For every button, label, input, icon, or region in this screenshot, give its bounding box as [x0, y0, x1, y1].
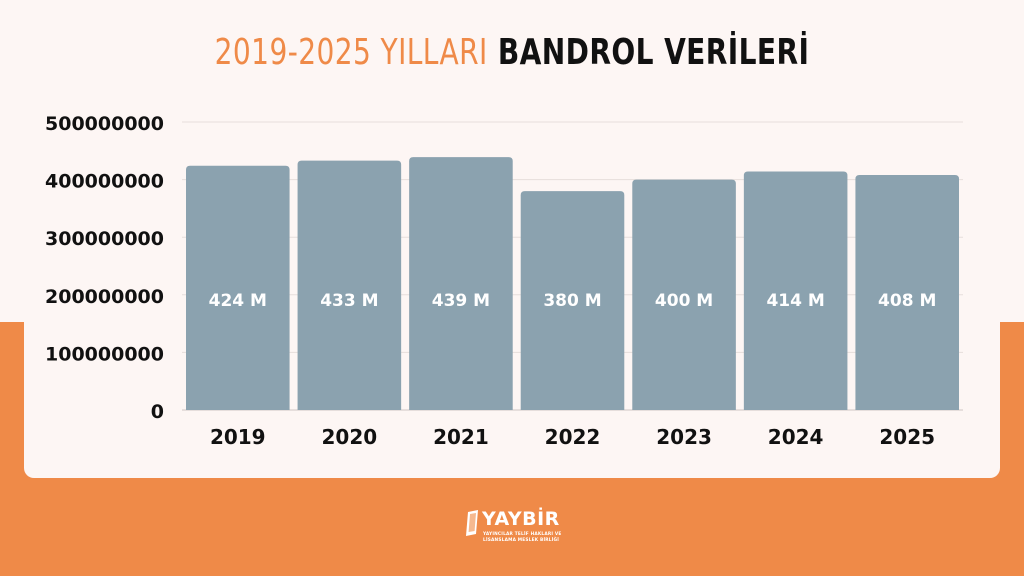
y-axis-tick-labels: 0 100000000 200000000 300000000 400000000 500…: [45, 113, 164, 423]
x-axis-tick-labels: 2019 2020 2021 2022 2023 2024 2025: [210, 425, 935, 449]
bar-data-labels: 424 M 433 M 439 M 380 M 400 M 414 M 408 M: [209, 291, 937, 311]
x-tick-label: 2023: [656, 425, 712, 449]
logo-subtitle: YAYINCILAR TELİF HAKLARI VE LİSANSLAMA M…: [483, 532, 562, 543]
x-tick-label: 2022: [545, 425, 601, 449]
x-tick-label: 2021: [433, 425, 489, 449]
bar-data-label: 439 M: [432, 291, 490, 311]
bar-2023: [632, 179, 736, 410]
bar-data-label: 414 M: [766, 291, 824, 311]
y-tick-label: 300000000: [45, 228, 164, 250]
book-logo-icon: [466, 510, 478, 536]
x-tick-label: 2019: [210, 425, 266, 449]
x-tick-label: 2025: [879, 425, 935, 449]
x-tick-label: 2020: [322, 425, 378, 449]
bar-2020: [297, 160, 402, 410]
logo-name: YAYBİR: [482, 508, 560, 530]
x-tick-label: 2024: [768, 425, 824, 449]
bar-data-label: 424 M: [209, 291, 267, 311]
y-tick-label: 400000000: [45, 171, 164, 193]
bar-2024: [743, 171, 848, 410]
y-tick-label: 500000000: [45, 113, 164, 135]
bar-2022: [520, 191, 625, 410]
y-tick-label: 100000000: [45, 343, 164, 365]
bar-data-label: 400 M: [655, 291, 713, 311]
bar-data-label: 380 M: [543, 291, 601, 311]
bar-data-label: 408 M: [878, 291, 936, 311]
bars: [186, 157, 959, 410]
bar-data-label: 433 M: [320, 291, 378, 311]
bar-2025: [855, 174, 959, 410]
chart-title: 2019-2025 YILLARI BANDROL VERİLERİ: [113, 32, 912, 73]
title-main: BANDROL VERİLERİ: [497, 32, 810, 73]
title-years: 2019-2025 YILLARI: [214, 32, 488, 73]
bar-2019: [186, 165, 290, 410]
y-tick-label: 0: [151, 401, 164, 423]
y-tick-label: 200000000: [45, 286, 164, 308]
yaybir-logo: YAYBİR YAYINCILAR TELİF HAKLARI VE LİSAN…: [466, 506, 576, 566]
bar-2021: [409, 157, 513, 410]
